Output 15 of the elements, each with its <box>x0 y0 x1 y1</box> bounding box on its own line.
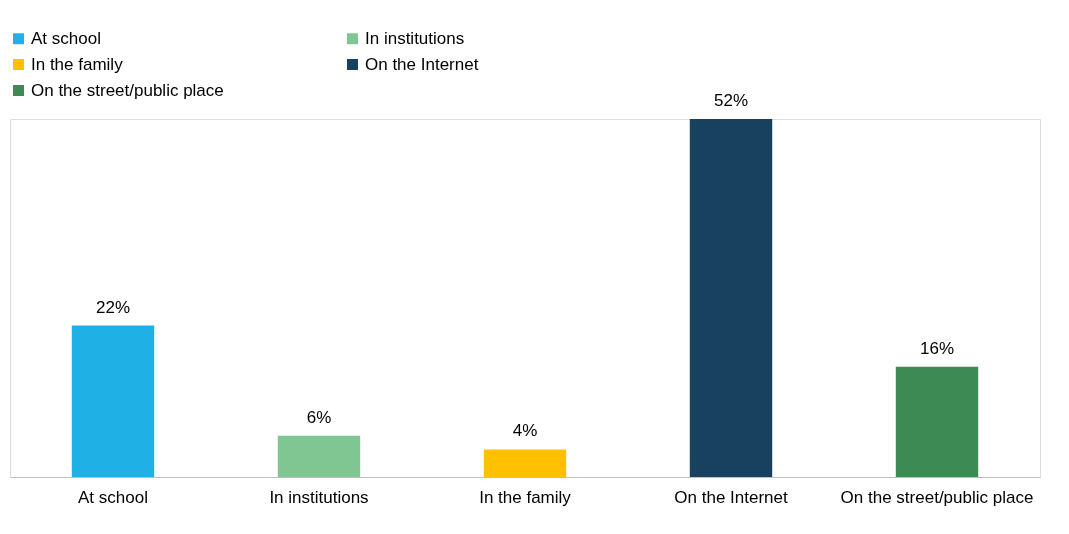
legend-label: On the street/public place <box>31 80 224 100</box>
data-label: 6% <box>306 407 332 427</box>
legend-label: At school <box>31 28 101 48</box>
data-label: 16% <box>919 338 955 358</box>
x-tick-label: On the Internet <box>674 487 788 507</box>
legend-label: On the Internet <box>365 54 479 74</box>
data-label: 52% <box>713 91 749 110</box>
data-label: 22% <box>95 297 131 317</box>
legend-label: In institutions <box>365 28 465 48</box>
x-tick-label: At school <box>78 487 148 507</box>
legend-label: In the family <box>31 54 124 74</box>
data-label: 4% <box>512 421 538 441</box>
x-tick-label: In institutions <box>269 487 369 507</box>
x-tick-label: In the family <box>479 487 572 507</box>
x-tick-label: On the street/public place <box>840 487 1034 507</box>
